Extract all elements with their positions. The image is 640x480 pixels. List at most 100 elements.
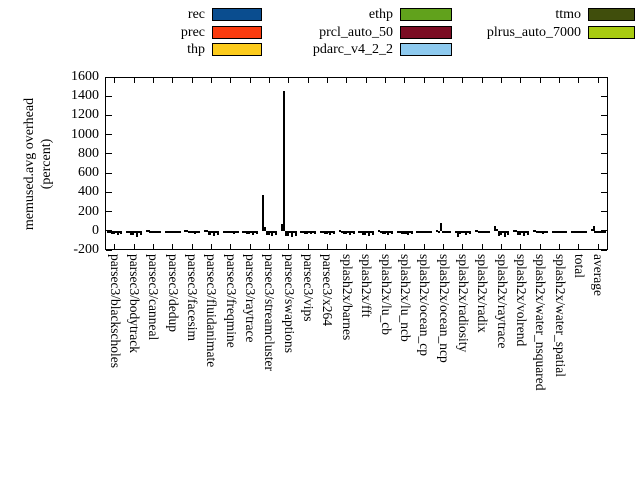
bar-ttmo-total (582, 230, 585, 233)
x-tick-mark-bottom (501, 244, 503, 249)
bar-prcl_auto_50-parsec3/dedup (172, 230, 175, 233)
y-tick-mark-right (601, 191, 607, 193)
bar-ethp-parsec3/swaptions (286, 230, 289, 236)
legend-label-rec: rec (187, 7, 205, 22)
bar-pdarc_v4_2_2-splash2x/radiosity (464, 230, 467, 235)
bar-prec-parsec3/canneal (147, 229, 150, 232)
legend-label-ethp: ethp (368, 7, 393, 22)
bar-plrus_auto_7000-parsec3/raytrace (255, 230, 258, 235)
bar-pdarc_v4_2_2-parsec3/facesim (193, 230, 196, 234)
bar-ethp-average (596, 230, 599, 233)
bar-ttmo-splash2x/ocean_ncp (447, 230, 450, 233)
plot-area (105, 77, 608, 250)
bar-thp-splash2x/volrend (517, 230, 520, 235)
bar-rec-splash2x/radix (474, 229, 477, 232)
bar-pdarc_v4_2_2-splash2x/barnes (348, 230, 351, 235)
x-tick-mark-top (133, 78, 135, 83)
bar-ethp-parsec3/raytrace (248, 230, 251, 235)
bar-prcl_auto_50-average (598, 230, 601, 233)
x-tick-mark-top (326, 78, 328, 83)
bar-prcl_auto_50-splash2x/lu_ncb (404, 230, 407, 234)
bar-thp-parsec3/freqmine (226, 230, 229, 234)
bar-thp-parsec3/swaptions (284, 230, 287, 236)
bar-ethp-parsec3/canneal (151, 230, 154, 233)
bar-thp-splash2x/radix (478, 230, 481, 233)
legend-swatch-prec (212, 25, 262, 39)
x-tick-mark-bottom (268, 244, 270, 249)
x-category-label: parsec3/x264 (320, 254, 336, 326)
bar-prcl_auto_50-splash2x/lu_cb (385, 230, 388, 233)
bar-prec-parsec3/streamcluster (263, 227, 266, 231)
bar-plrus_auto_7000-splash2x/water_spatial (565, 230, 568, 233)
bar-ethp-parsec3/streamcluster (267, 230, 270, 236)
bar-prcl_auto_50-parsec3/bodytrack (134, 230, 137, 233)
x-category-label: parsec3/fluidanimate (204, 254, 220, 368)
y-tick-label: 1000 (71, 126, 99, 142)
bar-pdarc_v4_2_2-total (580, 230, 583, 233)
bar-pdarc_v4_2_2-parsec3/swaptions (290, 230, 293, 238)
bar-thp-splash2x/fft (362, 230, 365, 236)
legend-label-prec: prec (180, 24, 205, 40)
y-tick-mark-left (106, 172, 112, 174)
bar-ttmo-parsec3/raytrace (253, 230, 256, 233)
bar-thp-parsec3/canneal (149, 230, 152, 233)
bar-ttmo-splash2x/water_spatial (563, 230, 566, 233)
bar-ttmo-average (602, 230, 605, 233)
x-tick-mark-top (191, 78, 193, 83)
bar-plrus_auto_7000-splash2x/fft (371, 230, 374, 235)
x-tick-mark-top (481, 78, 483, 83)
bar-plrus_auto_7000-splash2x/barnes (352, 230, 355, 234)
y-tick-mark-left (106, 211, 112, 213)
bar-pdarc_v4_2_2-parsec3/vips (310, 230, 313, 235)
x-tick-mark-top (172, 78, 174, 83)
x-tick-mark-bottom (520, 244, 522, 249)
y-tick-mark-right (601, 172, 607, 174)
x-tick-mark-top (501, 78, 503, 83)
bar-ethp-parsec3/fluidanimate (209, 230, 212, 236)
x-tick-mark-top (114, 78, 116, 83)
x-tick-mark-top (346, 78, 348, 83)
bar-ttmo-splash2x/lu_ncb (408, 230, 411, 233)
x-category-label: splash2x/radiosity (455, 254, 471, 353)
x-tick-mark-top (462, 78, 464, 83)
bar-prcl_auto_50-splash2x/ocean_ncp (443, 230, 446, 233)
legend-swatch-ethp (400, 8, 452, 21)
bar-thp-splash2x/ocean_cp (420, 230, 423, 233)
bar-ttmo-splash2x/fft (370, 230, 373, 233)
x-tick-mark-top (230, 78, 232, 83)
x-tick-mark-top (559, 78, 561, 83)
bar-thp-parsec3/raytrace (246, 230, 249, 235)
bar-thp-splash2x/ocean_ncp (439, 222, 442, 231)
y-tick-label: -200 (73, 242, 99, 257)
y-tick-mark-right (601, 134, 607, 136)
legend-label-prcl_auto_50: prcl_auto_50 (319, 24, 393, 40)
bar-plrus_auto_7000-parsec3/fluidanimate (217, 230, 220, 236)
legend-label-pdarc_v4_2_2: pdarc_v4_2_2 (312, 42, 393, 57)
bar-rec-splash2x/ocean_cp (416, 230, 419, 233)
bar-pdarc_v4_2_2-splash2x/lu_ncb (406, 230, 409, 235)
x-category-label: total (571, 254, 587, 278)
bar-ethp-splash2x/barnes (344, 230, 347, 234)
bar-plrus_auto_7000-parsec3/vips (313, 230, 316, 234)
bar-prec-parsec3/raytrace (244, 230, 247, 233)
bar-ethp-splash2x/ocean_ncp (441, 230, 444, 233)
bar-pdarc_v4_2_2-average (600, 230, 603, 233)
bar-ttmo-parsec3/x264 (331, 230, 334, 233)
legend-swatch-plrus_auto_7000 (588, 25, 635, 39)
bar-prcl_auto_50-parsec3/fluidanimate (211, 230, 214, 233)
bar-rec-total (571, 230, 574, 233)
bar-pdarc_v4_2_2-parsec3/dedup (174, 230, 177, 233)
bar-prec-parsec3/fluidanimate (205, 229, 208, 232)
bar-prec-splash2x/barnes (341, 230, 344, 233)
x-category-label: splash2x/ocean_cp (417, 254, 433, 356)
bar-ethp-splash2x/radix (480, 230, 483, 233)
bar-prcl_auto_50-parsec3/x264 (327, 230, 330, 233)
x-category-label: parsec3/streamcluster (262, 254, 278, 371)
y-tick-label: 1600 (71, 69, 99, 84)
bar-prcl_auto_50-parsec3/blackscholes (114, 230, 117, 233)
bar-thp-splash2x/water_nsquared (536, 230, 539, 234)
bar-prcl_auto_50-splash2x/barnes (346, 230, 349, 233)
bar-prec-splash2x/lu_cb (379, 230, 382, 233)
bar-plrus_auto_7000-parsec3/freqmine (236, 230, 239, 234)
y-tick-mark-left (106, 76, 112, 78)
